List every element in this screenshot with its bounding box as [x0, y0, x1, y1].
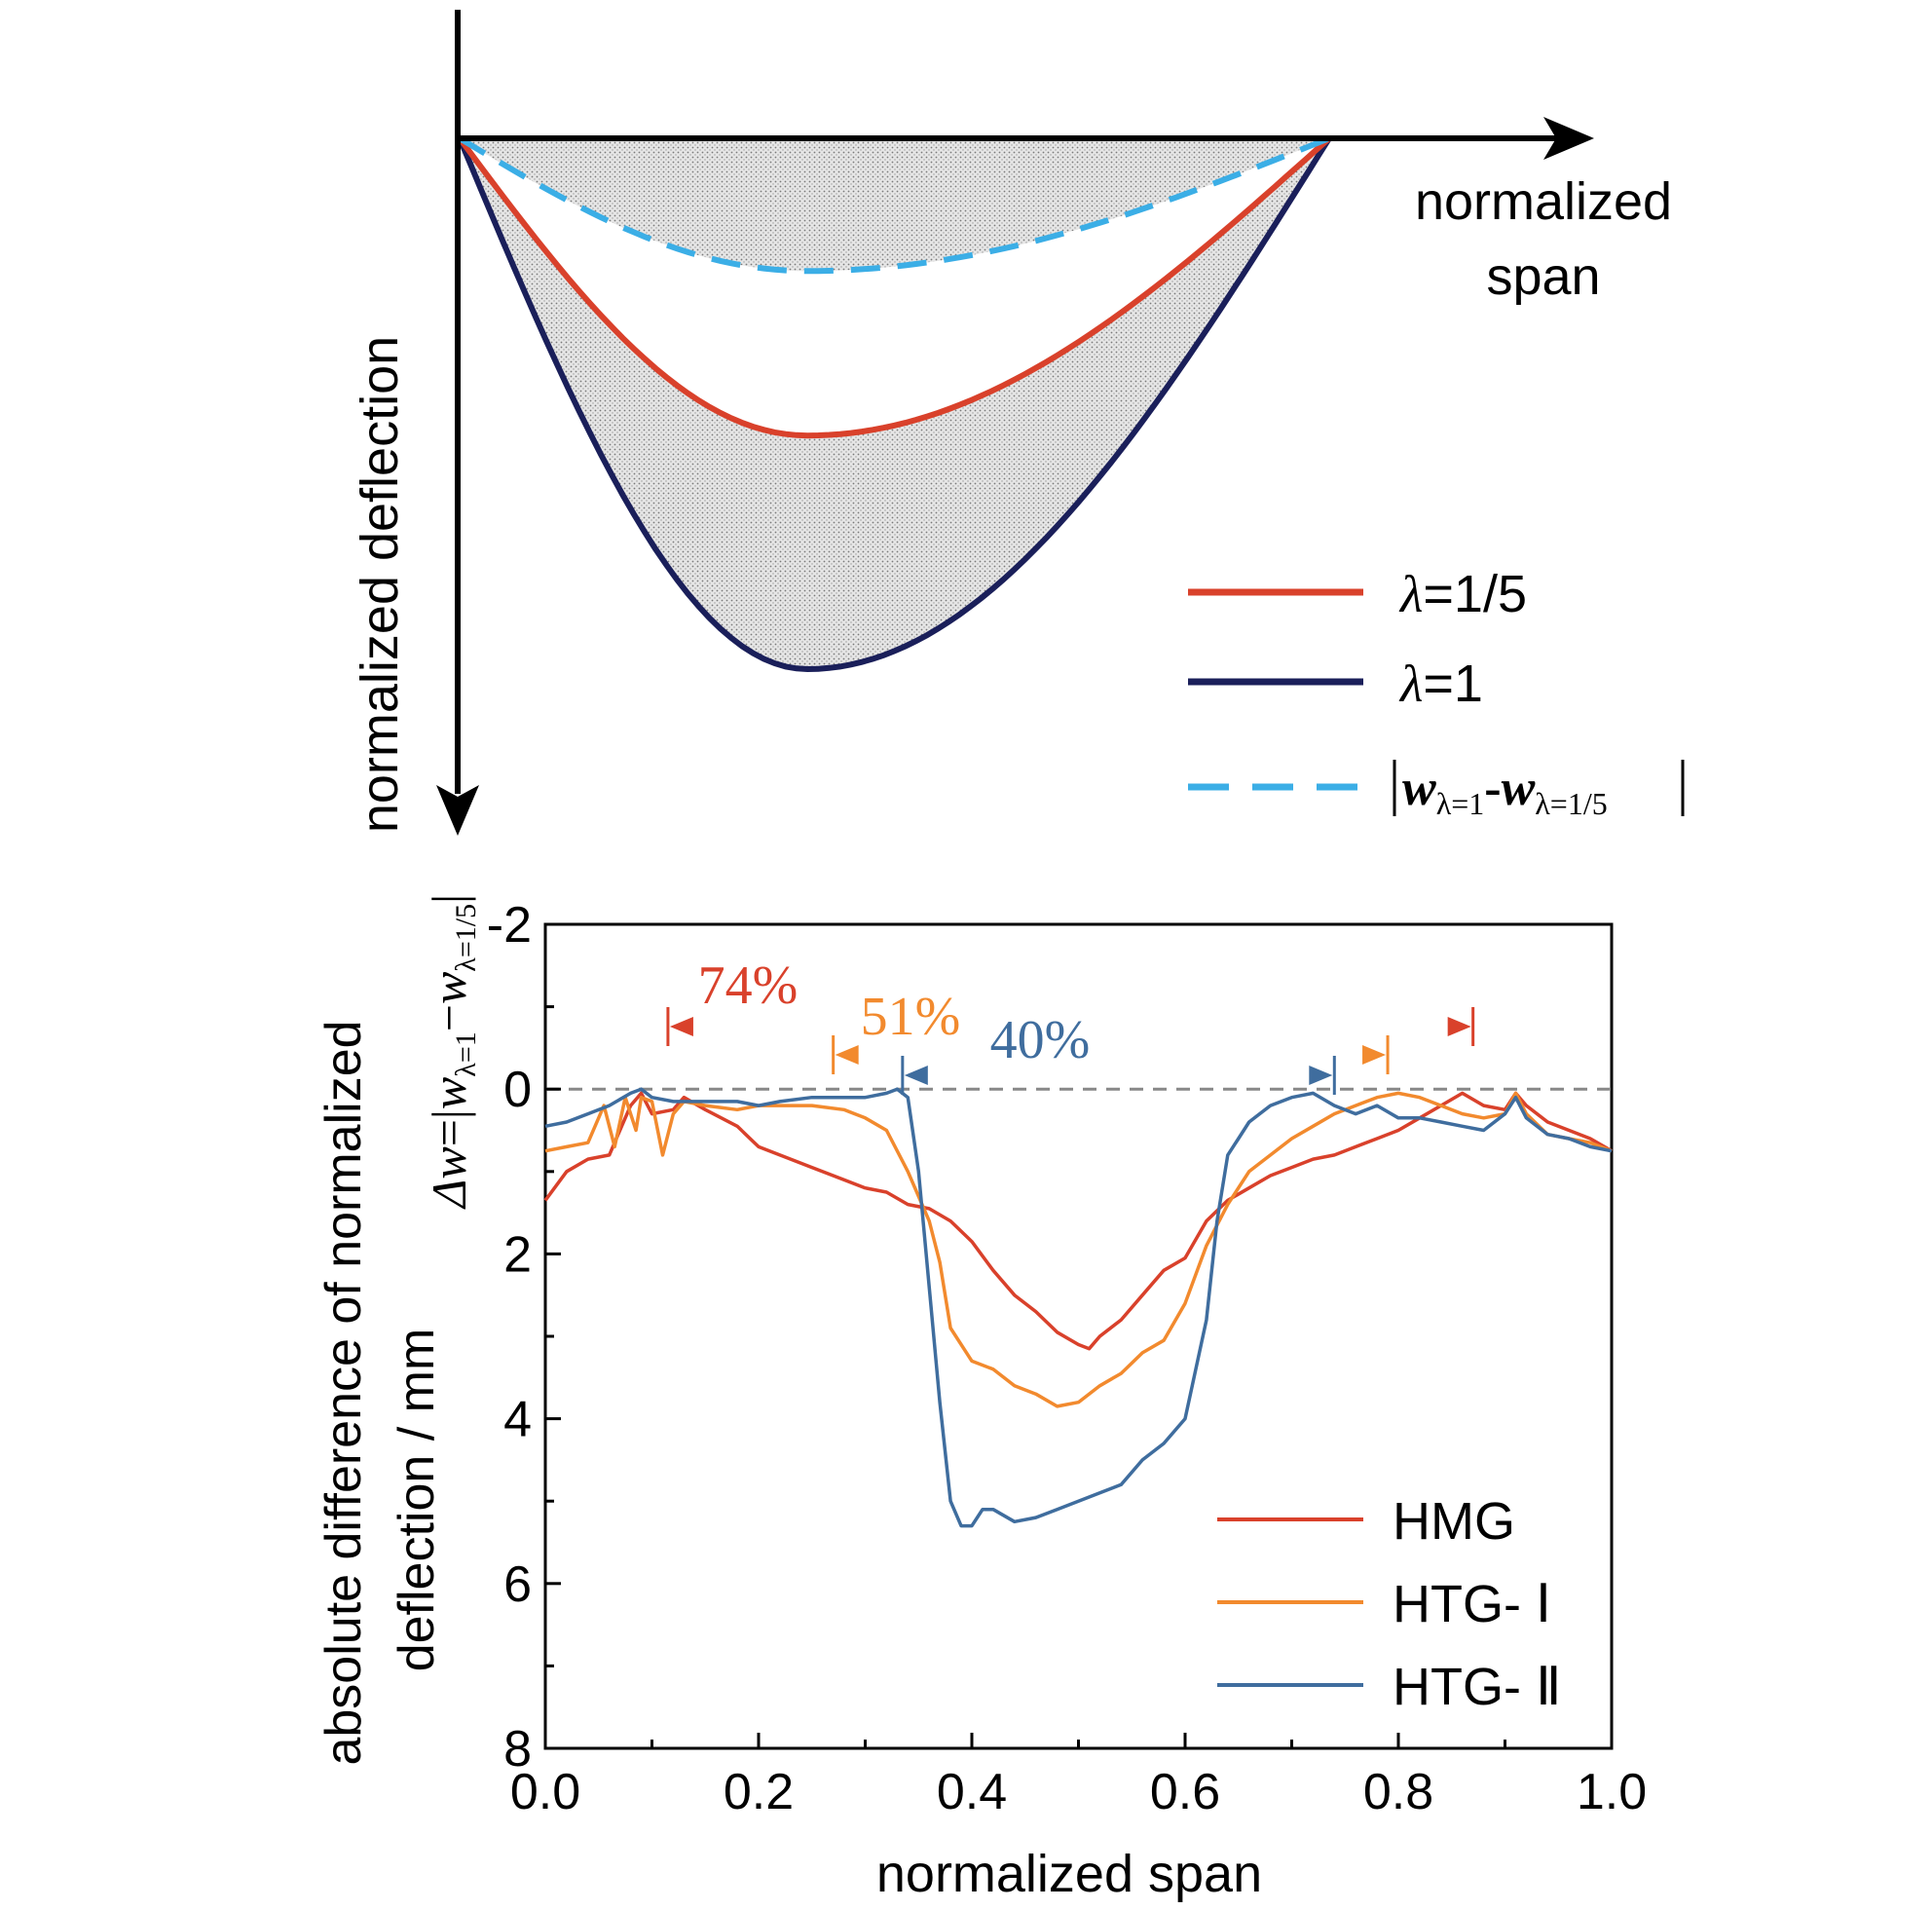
span-annotation-0: 74%	[666, 955, 1475, 1046]
legend-w1: w	[1402, 761, 1436, 816]
y-tick-label: 8	[503, 1721, 532, 1778]
series-line-0	[543, 1091, 1613, 1351]
x-axis-label: normalized span	[876, 1845, 1262, 1903]
x-tick-label: 0.2	[724, 1764, 794, 1820]
curve-difference-dashed	[458, 135, 1331, 275]
inner-label-minus: −	[422, 1004, 476, 1031]
span-annotation-1: 51%	[832, 987, 1390, 1074]
legend-label-difference: wλ=1-wλ=1/5	[1393, 760, 1685, 821]
y-tick-label: 6	[503, 1556, 532, 1613]
inner-label-eq: =|	[422, 1109, 476, 1146]
arrow-left-icon	[669, 1017, 693, 1036]
svg-text:wλ=1-wλ=1/5: wλ=1-wλ=1/5	[1402, 761, 1608, 821]
y-tick-label: -2	[487, 897, 532, 954]
span-annotation-label: 74%	[698, 955, 799, 1016]
arrow-right-icon	[1309, 1066, 1333, 1085]
top-x-axis-label-line2: span	[1486, 247, 1600, 306]
chart-legend: HMG HTG- Ⅰ HTG- Ⅱ	[1217, 1492, 1562, 1716]
y-axis-label-line1: absolute difference of normalized	[316, 1020, 372, 1765]
axis-tick-labels: 0.0 0.2 0.4 0.6 0.8 1.0 -2 0 2 4 6 8	[487, 897, 1647, 1820]
inner-label-end: |	[422, 894, 476, 904]
series-line-1	[544, 1091, 1613, 1408]
x-tick-label: 0.0	[510, 1764, 580, 1820]
x-tick-label: 0.4	[937, 1764, 1007, 1820]
legend-label-0: HMG	[1393, 1492, 1515, 1551]
series-line-2	[544, 1087, 1613, 1528]
deflection-schematic: normalized span normalized deflection λ=…	[351, 10, 1685, 836]
inner-label-w2: w	[422, 972, 476, 1004]
legend-sub1: λ=1	[1436, 786, 1485, 821]
legend-label-2: HTG- Ⅱ	[1393, 1658, 1562, 1716]
x-tick-label: 0.8	[1363, 1764, 1433, 1820]
inner-label-sub1: λ=1	[450, 1031, 482, 1076]
top-x-axis-label-line1: normalized	[1415, 172, 1672, 231]
legend-dash: -	[1484, 761, 1501, 816]
curve-lambda-1-5	[457, 135, 1331, 439]
inner-label-delta: Δw	[422, 1146, 476, 1210]
top-x-axis-arrow-icon	[1543, 117, 1594, 160]
legend-w2: w	[1502, 761, 1536, 816]
curve-lambda-1	[457, 136, 1332, 673]
legend-label-1: HTG- Ⅰ	[1393, 1575, 1551, 1633]
span-annotation-label: 40%	[990, 1010, 1091, 1070]
span-annotation-label: 51%	[861, 987, 961, 1047]
difference-chart: 0.0 0.2 0.4 0.6 0.8 1.0 -2 0 2 4 6 8 74% 51% 40% norm…	[316, 894, 1647, 1903]
arrow-right-icon	[1362, 1045, 1387, 1065]
arrow-left-icon	[904, 1066, 928, 1085]
shaded-band-difference	[460, 138, 1329, 272]
inner-label-sub2: λ=1/5	[450, 904, 482, 972]
arrow-right-icon	[1447, 1017, 1471, 1036]
y-tick-label: 4	[503, 1392, 532, 1448]
legend-sub2: λ=1/5	[1535, 786, 1607, 821]
top-y-axis-label: normalized deflection	[351, 336, 409, 833]
y-tick-label: 0	[503, 1062, 532, 1118]
span-annotations: 74% 51% 40%	[666, 955, 1475, 1095]
span-annotation-2: 40%	[901, 1010, 1336, 1095]
data-series	[543, 1087, 1613, 1528]
axis-ticks	[543, 922, 1614, 1750]
arrow-left-icon	[835, 1045, 859, 1065]
inner-label-w1: w	[422, 1077, 476, 1109]
legend-label-lambda-1: λ=1	[1398, 655, 1483, 713]
x-tick-label: 0.6	[1150, 1764, 1220, 1820]
svg-text:Δw=|wλ=1−wλ=1/5|: Δw=|wλ=1−wλ=1/5|	[422, 894, 482, 1210]
y-axis-label-line2: deflection / mm	[389, 1329, 445, 1672]
top-y-axis-arrow-icon	[436, 785, 479, 836]
y-tick-label: 2	[503, 1226, 532, 1283]
top-legend: λ=1/5 λ=1 wλ=1-wλ=1/5	[1188, 565, 1685, 821]
shaded-band-between-curves	[460, 138, 1329, 669]
inner-y-axis-label: Δw=|wλ=1−wλ=1/5|	[422, 894, 482, 1210]
legend-label-lambda-1-5: λ=1/5	[1398, 565, 1527, 623]
x-tick-label: 1.0	[1577, 1764, 1647, 1820]
